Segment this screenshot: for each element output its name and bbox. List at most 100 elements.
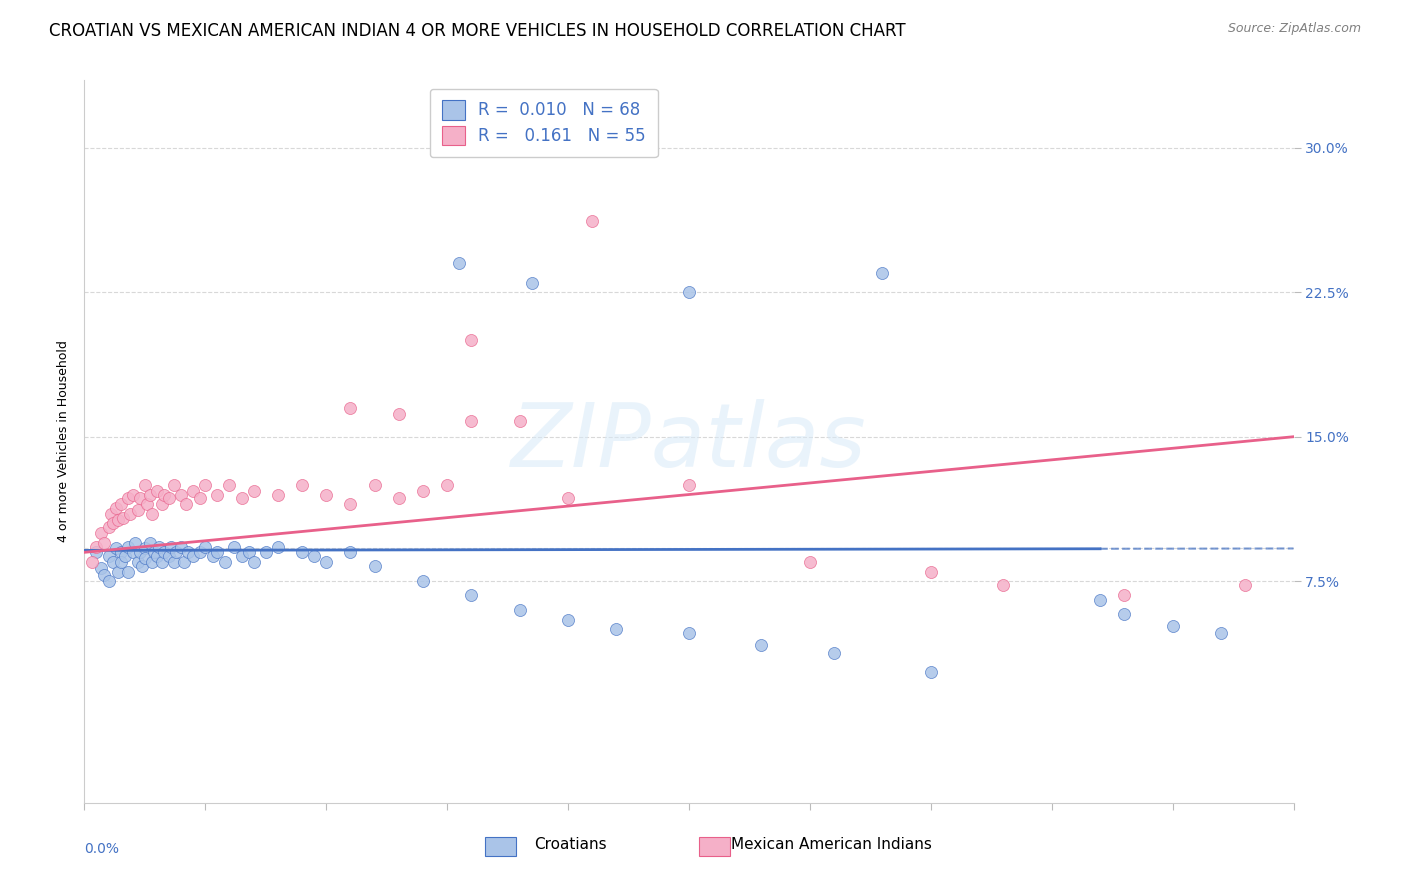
- Point: [460, 588, 482, 602]
- Point: [1114, 588, 1136, 602]
- Point: [520, 276, 543, 290]
- Point: [751, 638, 773, 652]
- Point: [112, 510, 135, 524]
- Point: [117, 540, 139, 554]
- Point: [117, 565, 139, 579]
- Text: Source: ZipAtlas.com: Source: ZipAtlas.com: [1227, 22, 1361, 36]
- Point: [131, 558, 153, 573]
- Point: [129, 545, 152, 559]
- Point: [103, 555, 125, 569]
- Point: [129, 491, 152, 506]
- Point: [412, 483, 434, 498]
- Point: [103, 516, 125, 531]
- Point: [872, 266, 894, 280]
- Point: [678, 626, 700, 640]
- Point: [181, 483, 204, 498]
- Point: [194, 540, 217, 554]
- Point: [104, 541, 127, 556]
- Point: [339, 401, 361, 415]
- Point: [339, 497, 361, 511]
- Point: [315, 555, 337, 569]
- Point: [207, 487, 229, 501]
- Point: [920, 665, 942, 679]
- Text: Croatians: Croatians: [534, 837, 607, 852]
- Point: [153, 545, 176, 559]
- Text: CROATIAN VS MEXICAN AMERICAN INDIAN 4 OR MORE VEHICLES IN HOUSEHOLD CORRELATION : CROATIAN VS MEXICAN AMERICAN INDIAN 4 OR…: [49, 22, 905, 40]
- Point: [177, 545, 200, 559]
- Point: [100, 507, 122, 521]
- Point: [134, 478, 156, 492]
- Point: [412, 574, 434, 589]
- Text: 0.0%: 0.0%: [84, 842, 120, 855]
- Point: [134, 541, 156, 556]
- Point: [170, 540, 193, 554]
- Point: [242, 483, 264, 498]
- Point: [1234, 578, 1257, 592]
- Point: [138, 487, 160, 501]
- Point: [110, 545, 132, 559]
- Point: [194, 478, 217, 492]
- Point: [267, 540, 290, 554]
- Point: [291, 545, 314, 559]
- Point: [110, 555, 132, 569]
- Point: [153, 487, 176, 501]
- Point: [315, 487, 337, 501]
- Point: [121, 487, 143, 501]
- Point: [93, 535, 115, 549]
- Point: [388, 491, 411, 506]
- Point: [509, 603, 531, 617]
- Point: [124, 535, 146, 549]
- Point: [121, 545, 143, 559]
- Point: [163, 555, 186, 569]
- Point: [120, 507, 142, 521]
- Point: [799, 555, 821, 569]
- Point: [605, 623, 627, 637]
- Point: [136, 497, 159, 511]
- Point: [207, 545, 229, 559]
- Point: [557, 613, 579, 627]
- Point: [138, 535, 160, 549]
- Point: [110, 497, 132, 511]
- Point: [291, 478, 314, 492]
- Point: [97, 549, 120, 564]
- Point: [104, 501, 127, 516]
- Point: [127, 555, 149, 569]
- Point: [163, 478, 186, 492]
- Point: [165, 545, 187, 559]
- Point: [141, 507, 163, 521]
- Point: [190, 545, 212, 559]
- Point: [86, 540, 108, 554]
- Point: [146, 549, 169, 564]
- Point: [80, 555, 103, 569]
- Point: [1161, 618, 1184, 632]
- Point: [436, 478, 458, 492]
- Point: [460, 414, 482, 428]
- Point: [157, 549, 180, 564]
- Point: [143, 545, 166, 559]
- Point: [150, 555, 173, 569]
- Point: [117, 491, 139, 506]
- Point: [1114, 607, 1136, 621]
- Point: [242, 555, 264, 569]
- Point: [267, 487, 290, 501]
- Point: [224, 540, 246, 554]
- Point: [823, 646, 845, 660]
- Point: [363, 478, 385, 492]
- Point: [90, 526, 112, 541]
- Point: [1088, 593, 1111, 607]
- Point: [678, 285, 700, 300]
- Point: [920, 565, 942, 579]
- Point: [97, 520, 120, 534]
- Point: [1209, 626, 1232, 640]
- Point: [238, 545, 260, 559]
- Point: [150, 497, 173, 511]
- Point: [581, 214, 603, 228]
- Point: [214, 555, 236, 569]
- Point: [993, 578, 1015, 592]
- Point: [174, 497, 197, 511]
- Point: [86, 545, 108, 559]
- Point: [460, 334, 482, 348]
- Point: [134, 551, 156, 566]
- Point: [141, 555, 163, 569]
- Point: [93, 568, 115, 582]
